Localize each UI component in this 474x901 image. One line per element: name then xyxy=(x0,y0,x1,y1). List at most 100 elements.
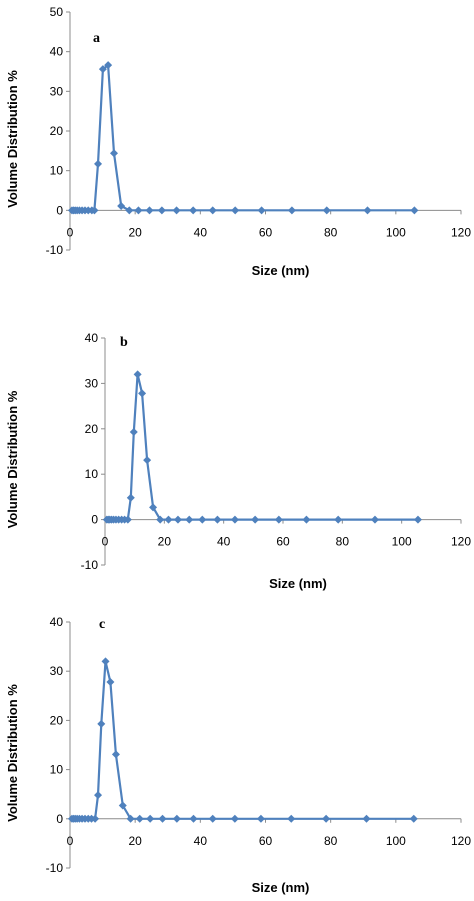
data-point-marker xyxy=(413,515,422,524)
x-tick-label: 0 xyxy=(67,225,74,239)
data-point-marker xyxy=(363,206,372,215)
data-point-marker xyxy=(158,814,167,823)
data-point-marker xyxy=(322,814,331,823)
data-point-marker xyxy=(334,515,343,524)
y-tick-label: -10 xyxy=(46,861,64,875)
x-tick-label: 40 xyxy=(217,535,231,549)
x-tick-label: 120 xyxy=(451,225,471,239)
x-tick-label: 20 xyxy=(128,225,142,239)
data-point-marker xyxy=(106,678,115,687)
x-tick-label: 120 xyxy=(451,834,471,848)
y-tick-label: 30 xyxy=(50,664,64,678)
data-point-marker xyxy=(129,427,138,436)
x-tick-label: 80 xyxy=(324,225,338,239)
data-point-marker xyxy=(98,65,107,74)
y-tick-label: 40 xyxy=(50,45,64,59)
x-tick-label: 40 xyxy=(194,834,208,848)
data-point-marker xyxy=(409,814,418,823)
y-axis-title: Volume Distribution % xyxy=(5,390,20,528)
x-tick-label: 60 xyxy=(259,834,273,848)
y-tick-label: 40 xyxy=(85,331,99,345)
y-tick-label: 10 xyxy=(85,467,99,481)
x-tick-label: 20 xyxy=(128,834,142,848)
data-point-marker xyxy=(287,814,296,823)
y-tick-label: 30 xyxy=(50,84,64,98)
data-point-marker xyxy=(104,61,113,70)
data-point-marker xyxy=(138,389,147,398)
data-point-marker xyxy=(362,814,371,823)
data-point-marker xyxy=(172,814,181,823)
data-point-marker xyxy=(143,456,152,465)
data-point-marker xyxy=(157,206,166,215)
data-point-marker xyxy=(173,515,182,524)
y-tick-label: 0 xyxy=(56,203,63,217)
data-point-marker xyxy=(257,206,266,215)
data-point-marker xyxy=(230,814,239,823)
data-point-marker xyxy=(125,206,134,215)
data-point-marker xyxy=(94,791,103,800)
data-point-marker xyxy=(230,515,239,524)
data-point-marker xyxy=(149,503,158,512)
data-point-marker xyxy=(198,515,207,524)
y-tick-label: 50 xyxy=(50,5,64,19)
data-point-marker xyxy=(126,814,135,823)
data-point-marker xyxy=(134,206,143,215)
x-axis-title: Size (nm) xyxy=(252,263,310,278)
x-tick-label: 80 xyxy=(324,834,338,848)
data-point-marker xyxy=(91,814,100,823)
data-point-marker xyxy=(146,814,155,823)
data-point-marker xyxy=(145,206,154,215)
data-point-marker xyxy=(118,801,127,810)
data-point-marker xyxy=(90,206,99,215)
x-tick-label: 20 xyxy=(158,535,172,549)
data-point-marker xyxy=(256,814,265,823)
series-line xyxy=(106,373,418,521)
y-tick-label: 30 xyxy=(85,376,99,390)
x-tick-label: 0 xyxy=(67,834,74,848)
data-point-marker xyxy=(410,206,419,215)
data-point-marker xyxy=(231,206,240,215)
y-tick-label: 10 xyxy=(50,164,64,178)
panel-letter: c xyxy=(99,617,105,632)
data-point-marker xyxy=(189,814,198,823)
data-point-marker xyxy=(213,515,222,524)
data-point-marker xyxy=(185,515,194,524)
y-tick-label: 40 xyxy=(50,615,64,629)
y-tick-label: 0 xyxy=(91,513,98,527)
x-tick-label: 60 xyxy=(276,535,290,549)
data-point-marker xyxy=(101,657,110,666)
x-tick-label: 60 xyxy=(259,225,273,239)
data-point-marker xyxy=(156,515,165,524)
y-tick-label: 20 xyxy=(85,422,99,436)
x-tick-label: 80 xyxy=(336,535,350,549)
x-tick-label: 100 xyxy=(386,225,406,239)
data-point-marker xyxy=(164,515,173,524)
data-point-marker xyxy=(97,719,106,728)
x-tick-label: 120 xyxy=(451,535,471,549)
y-tick-label: 20 xyxy=(50,713,64,727)
data-point-marker xyxy=(302,515,311,524)
panel-letter: b xyxy=(120,335,128,350)
data-point-marker xyxy=(274,515,283,524)
data-point-marker xyxy=(133,370,142,379)
data-point-marker xyxy=(208,206,217,215)
data-point-marker xyxy=(208,814,217,823)
data-point-marker xyxy=(189,206,198,215)
data-point-marker xyxy=(117,201,126,210)
data-point-marker xyxy=(172,206,181,215)
x-axis-title: Size (nm) xyxy=(252,880,310,895)
data-point-marker xyxy=(251,515,260,524)
y-axis-title: Volume Distribution % xyxy=(5,70,20,208)
panel-letter: a xyxy=(93,31,100,46)
y-tick-label: -10 xyxy=(81,558,99,572)
x-tick-label: 100 xyxy=(392,535,412,549)
x-tick-label: 0 xyxy=(102,535,109,549)
data-point-marker xyxy=(370,515,379,524)
y-axis-title: Volume Distribution % xyxy=(5,684,20,822)
y-tick-label: 20 xyxy=(50,124,64,138)
data-point-marker xyxy=(123,515,132,524)
data-point-marker xyxy=(94,159,103,168)
